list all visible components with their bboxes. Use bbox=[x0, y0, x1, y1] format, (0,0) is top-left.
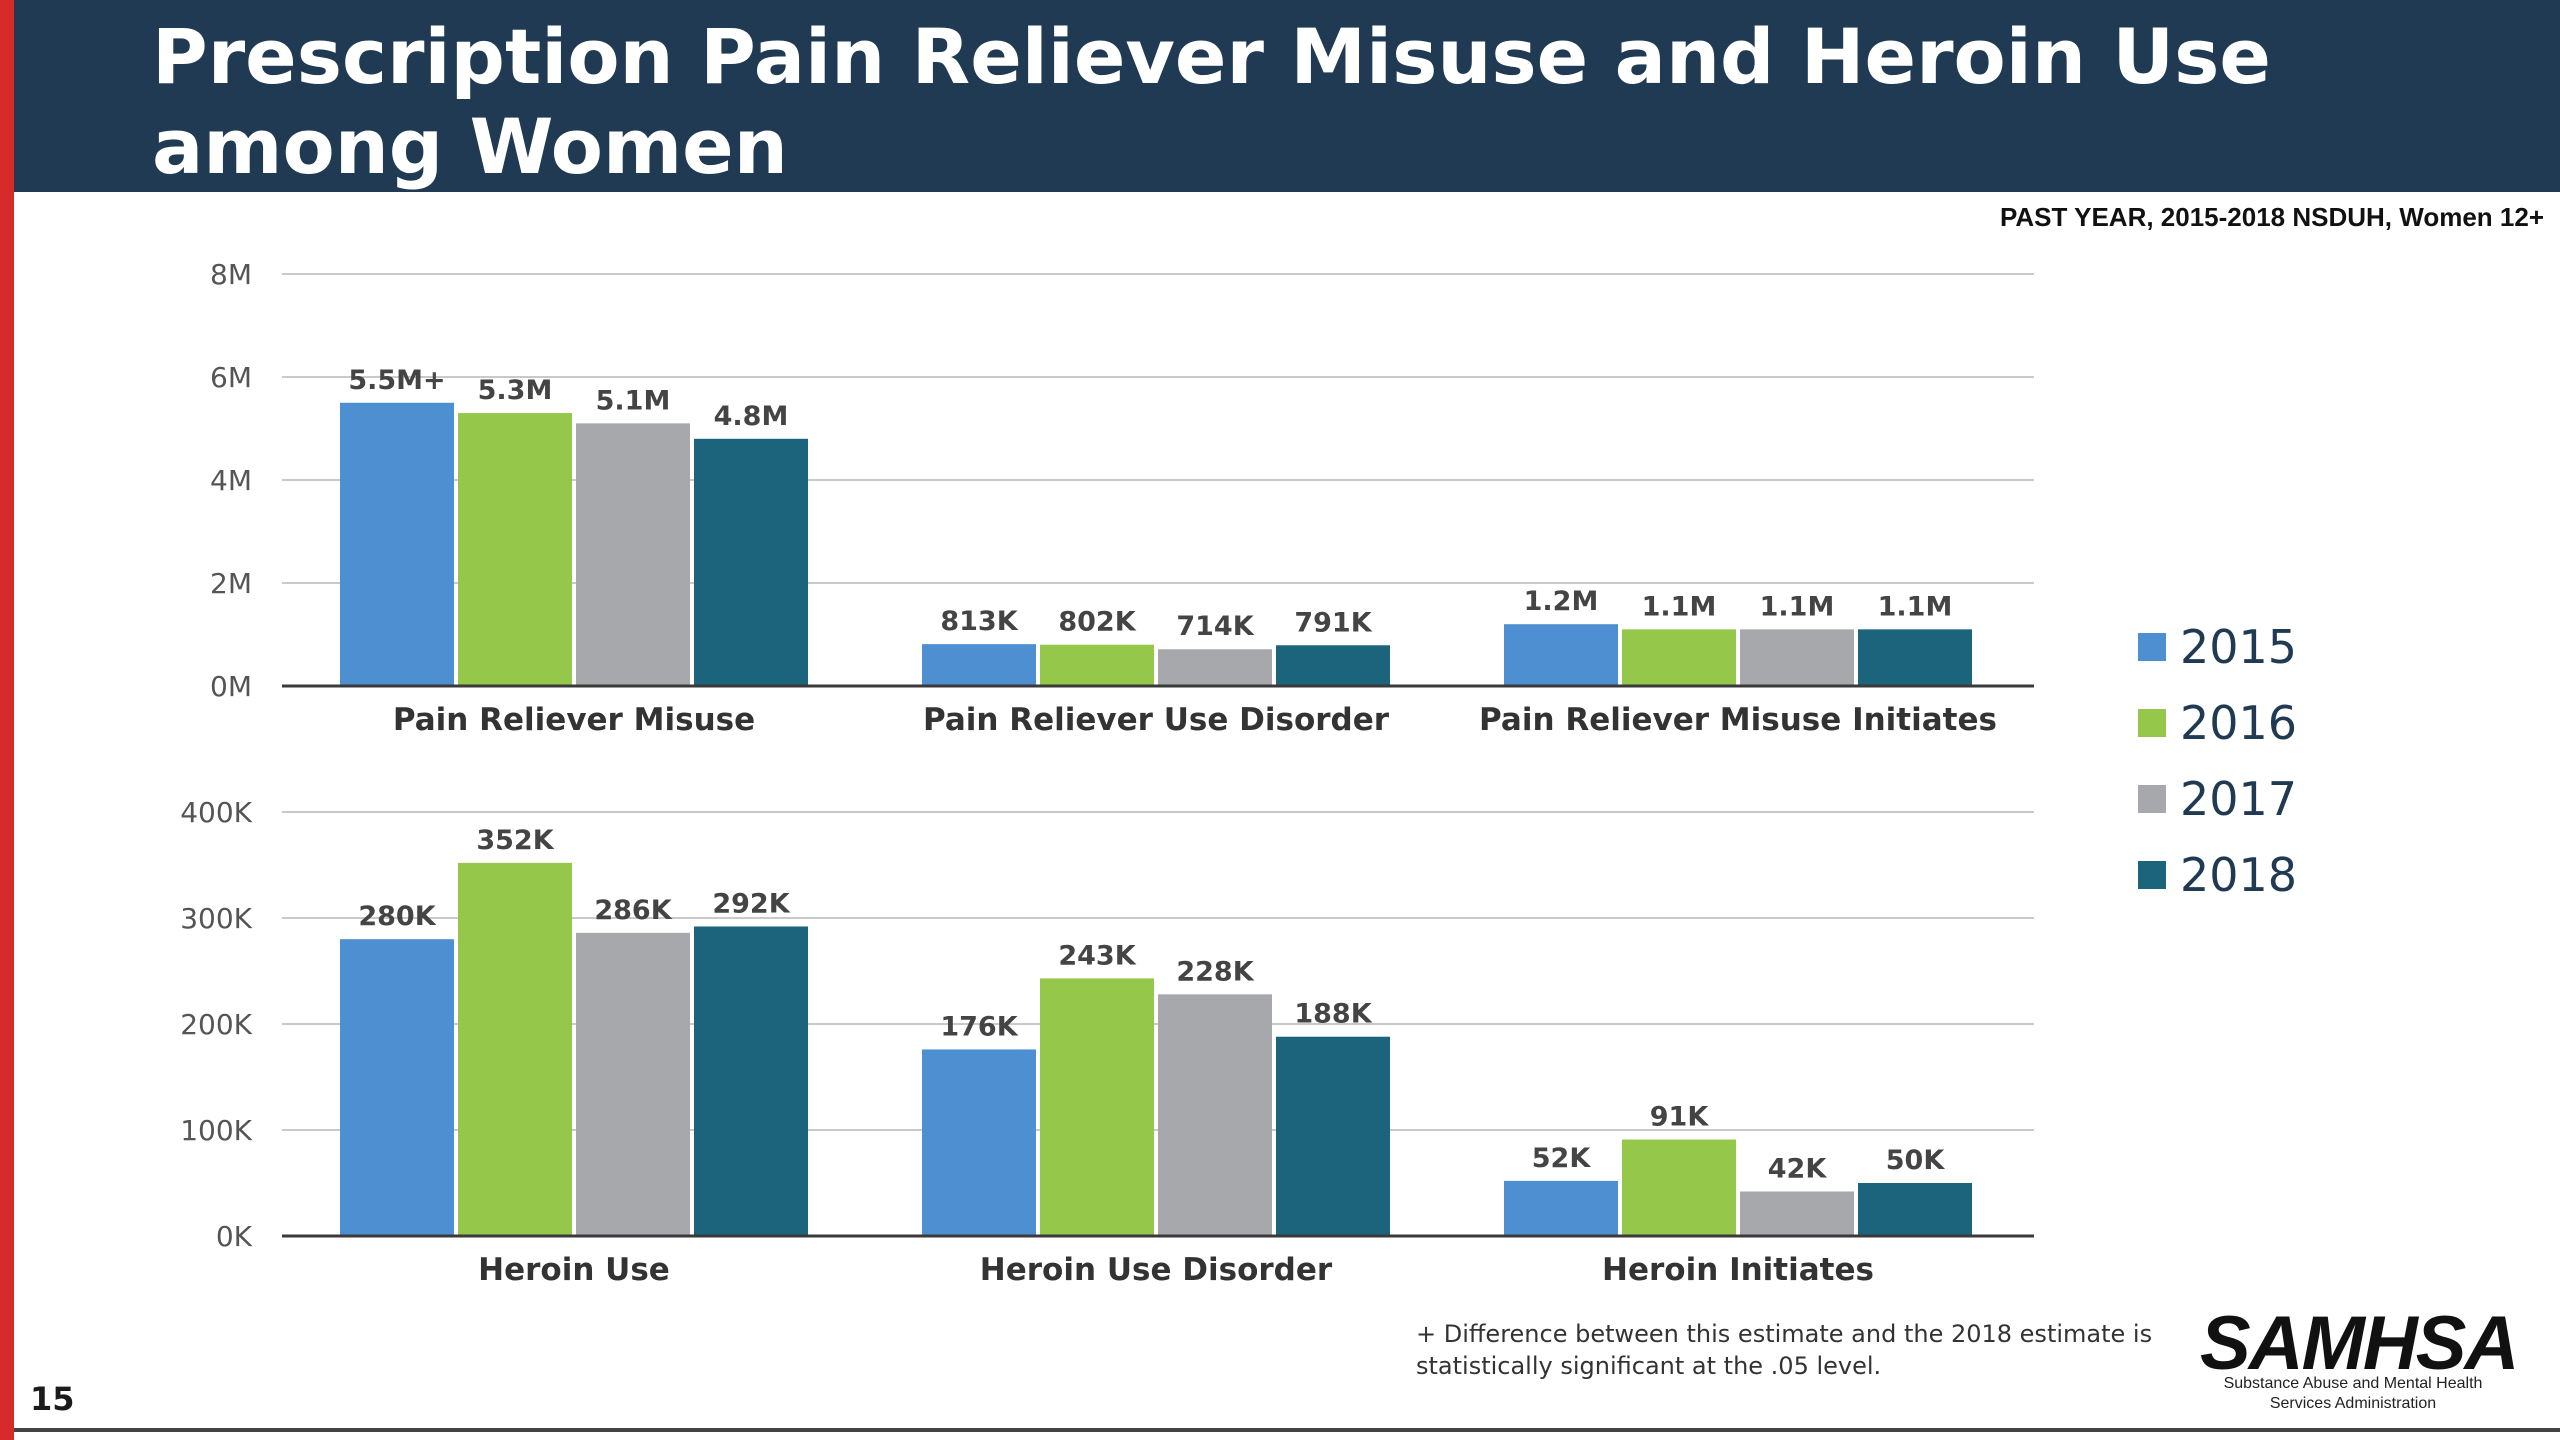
bar-2017 bbox=[576, 932, 690, 1236]
category-label: Heroin Use bbox=[478, 1252, 670, 1288]
bar-2016 bbox=[1622, 1139, 1736, 1236]
legend-label-2015: 2015 bbox=[2180, 620, 2298, 674]
bar-2016 bbox=[458, 862, 572, 1236]
left-accent-stripe bbox=[0, 0, 14, 1440]
y-tick-label: 400K bbox=[180, 796, 252, 829]
data-label: 5.3M bbox=[478, 375, 553, 406]
data-label: 1.1M bbox=[1878, 591, 1953, 622]
data-label: 188K bbox=[1294, 999, 1372, 1030]
bar-2015 bbox=[1504, 1180, 1618, 1236]
bar-2016 bbox=[458, 413, 572, 686]
y-tick-label: 6M bbox=[210, 361, 252, 394]
legend-swatch-2016 bbox=[2138, 709, 2166, 737]
y-tick-label: 8M bbox=[210, 258, 252, 291]
y-tick-label: 200K bbox=[180, 1008, 252, 1041]
bar-2018 bbox=[1276, 1036, 1390, 1236]
data-label: 292K bbox=[712, 888, 790, 919]
category-label: Heroin Initiates bbox=[1602, 1252, 1874, 1288]
slide-title: Prescription Pain Reliever Misuse and He… bbox=[152, 12, 2271, 191]
data-label: 5.5M+ bbox=[348, 365, 445, 396]
slide-subtitle: PAST YEAR, 2015-2018 NSDUH, Women 12+ bbox=[1999, 202, 2544, 232]
legend-label-2018: 2018 bbox=[2180, 848, 2298, 902]
footnote: + Difference between this estimate and t… bbox=[1416, 1320, 2153, 1380]
data-label: 280K bbox=[358, 901, 436, 932]
data-label: 286K bbox=[594, 895, 672, 926]
category-label: Pain Reliever Misuse Initiates bbox=[1479, 702, 1997, 738]
legend-swatch-2018 bbox=[2138, 861, 2166, 889]
legend-swatch-2017 bbox=[2138, 785, 2166, 813]
category-label: Pain Reliever Use Disorder bbox=[923, 702, 1390, 738]
bar-2017 bbox=[1740, 1191, 1854, 1236]
y-tick-label: 4M bbox=[210, 464, 252, 497]
bar-2017 bbox=[576, 423, 690, 686]
data-label: 50K bbox=[1886, 1145, 1946, 1176]
bottom-rule bbox=[14, 1428, 2560, 1432]
data-label: 176K bbox=[940, 1011, 1018, 1042]
legend-item-2018: 2018 bbox=[2138, 848, 2297, 902]
data-label: 714K bbox=[1176, 611, 1254, 642]
legend-label-2017: 2017 bbox=[2180, 772, 2298, 826]
legend-item-2015: 2015 bbox=[2138, 620, 2297, 674]
data-label: 42K bbox=[1768, 1153, 1828, 1184]
bar-2015 bbox=[1504, 624, 1618, 686]
data-label: 228K bbox=[1176, 956, 1254, 987]
bar-2015 bbox=[922, 644, 1036, 686]
y-tick-label: 100K bbox=[180, 1114, 252, 1147]
data-label: 243K bbox=[1058, 940, 1136, 971]
bar-2017 bbox=[1740, 629, 1854, 686]
bar-2018 bbox=[1276, 645, 1390, 686]
bar-2016 bbox=[1622, 629, 1736, 686]
category-label: Pain Reliever Misuse bbox=[393, 702, 755, 738]
bar-2018 bbox=[1858, 629, 1972, 686]
data-label: 791K bbox=[1294, 607, 1372, 638]
legend-item-2017: 2017 bbox=[2138, 772, 2297, 826]
legend-swatch-2015 bbox=[2138, 633, 2166, 661]
bar-2015 bbox=[340, 402, 454, 686]
data-label: 352K bbox=[476, 825, 554, 856]
y-tick-label: 300K bbox=[180, 902, 252, 935]
bar-2018 bbox=[1858, 1183, 1972, 1236]
y-tick-label: 0M bbox=[210, 670, 252, 703]
data-label: 52K bbox=[1532, 1143, 1592, 1174]
logo-caption: Substance Abuse and Mental Health Servic… bbox=[2223, 1375, 2483, 1412]
data-label: 1.2M bbox=[1524, 586, 1599, 617]
bar-2018 bbox=[694, 438, 808, 686]
y-tick-label: 0K bbox=[216, 1220, 253, 1253]
bar-2015 bbox=[340, 939, 454, 1236]
data-label: 1.1M bbox=[1642, 591, 1717, 622]
bar-2016 bbox=[1040, 644, 1154, 686]
y-tick-label: 2M bbox=[210, 567, 252, 600]
samhsa-logo: SAMHSA bbox=[2200, 1301, 2519, 1386]
legend-label-2016: 2016 bbox=[2180, 696, 2298, 750]
category-label: Heroin Use Disorder bbox=[980, 1252, 1333, 1288]
page-number: 15 bbox=[30, 1380, 75, 1418]
bar-2015 bbox=[922, 1049, 1036, 1236]
data-label: 5.1M bbox=[596, 385, 671, 416]
bar-2017 bbox=[1158, 994, 1272, 1236]
data-label: 4.8M bbox=[714, 401, 789, 432]
data-label: 1.1M bbox=[1760, 591, 1835, 622]
legend-item-2016: 2016 bbox=[2138, 696, 2297, 750]
title-bar bbox=[14, 0, 2560, 192]
bar-2016 bbox=[1040, 978, 1154, 1236]
data-label: 91K bbox=[1650, 1102, 1710, 1133]
bar-2017 bbox=[1158, 649, 1272, 686]
data-label: 802K bbox=[1058, 607, 1136, 638]
data-label: 813K bbox=[940, 606, 1018, 637]
bar-2018 bbox=[694, 926, 808, 1236]
